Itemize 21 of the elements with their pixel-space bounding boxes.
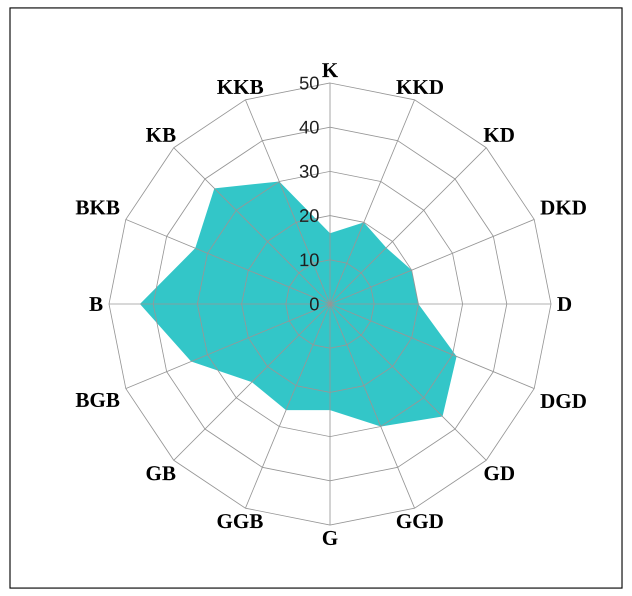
spoke-label: KKB <box>217 80 264 94</box>
spoke-label: GD <box>484 466 514 480</box>
spoke-label: DGD <box>540 394 586 408</box>
spoke-label: B <box>89 297 102 311</box>
spoke-label: GGD <box>396 514 443 528</box>
spoke-label: BKB <box>76 200 120 214</box>
spoke-label: BGB <box>76 392 120 408</box>
y-tick-label: 50 <box>300 76 319 90</box>
spoke-label: KD <box>484 128 514 142</box>
spoke-label: GB <box>146 466 176 480</box>
spoke-label: K <box>322 63 338 78</box>
spoke-label: D <box>557 297 572 311</box>
y-tick-label: 0 <box>310 298 319 310</box>
spoke-label: G <box>322 530 338 546</box>
spoke-label: GGB <box>218 514 263 528</box>
y-tick-label: 30 <box>300 164 319 178</box>
spoke-label: DKD <box>540 200 586 215</box>
y-tick-label: 10 <box>300 253 319 266</box>
spoke-label: KB <box>146 128 176 142</box>
spoke-label: KKD <box>396 80 444 94</box>
y-tick-label: 40 <box>300 120 319 134</box>
